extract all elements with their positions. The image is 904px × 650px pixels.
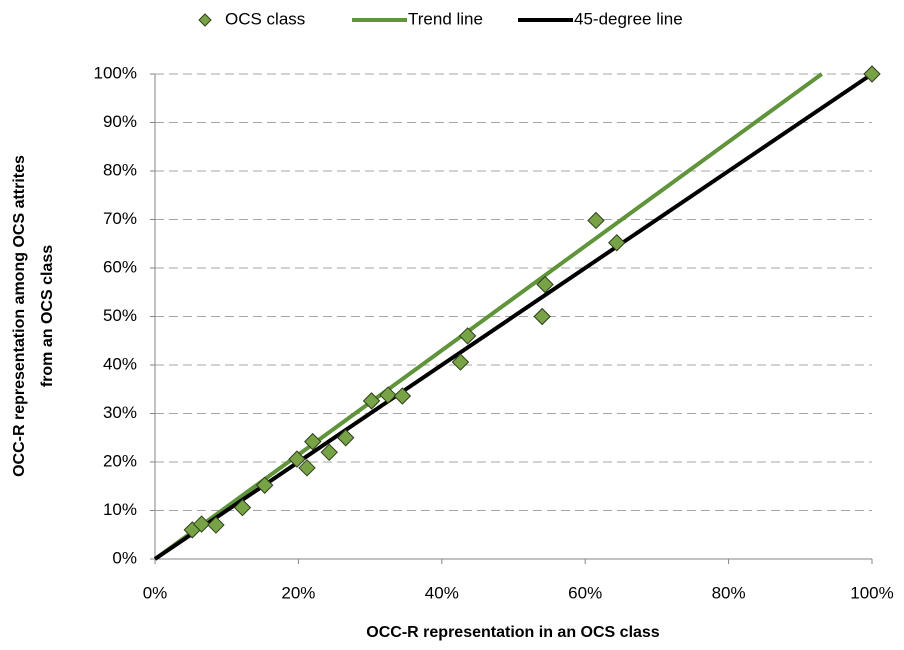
scatter-point <box>587 211 605 230</box>
y-tick-label: 70% <box>103 209 137 228</box>
scatter-point <box>304 432 322 451</box>
x-tick-label: 80% <box>712 583 746 602</box>
y-tick-label: 50% <box>103 306 137 325</box>
scatter-point <box>288 450 306 468</box>
scatter-point <box>255 476 274 494</box>
scatter-point <box>192 515 211 533</box>
x-tick-label: 60% <box>568 583 602 602</box>
legend-label: OCS class <box>225 9 305 28</box>
x-tick-label: 40% <box>425 583 459 602</box>
scatter-point <box>298 459 316 477</box>
scatter-point <box>863 65 881 83</box>
scatter-point <box>536 275 554 294</box>
y-tick-label: 40% <box>103 354 137 373</box>
y-tick-label: 0% <box>112 548 137 567</box>
scatter-point <box>337 429 355 447</box>
scatter-point <box>533 307 551 326</box>
y-tick-label: 30% <box>103 403 137 422</box>
series-line <box>153 72 874 561</box>
x-tick-label: 100% <box>850 583 893 602</box>
scatter-point <box>362 392 381 410</box>
scatter-point <box>233 498 252 517</box>
legend-marker <box>198 13 212 27</box>
y-tick-label: 20% <box>103 451 137 470</box>
y-tick-label: 60% <box>103 257 137 276</box>
legend-label: Trend line <box>408 9 483 28</box>
scatter-point <box>451 353 470 371</box>
scatter-point <box>458 327 477 345</box>
y-tick-label: 90% <box>103 112 137 131</box>
scatter-point <box>379 386 397 404</box>
y-tick-label: 10% <box>103 500 137 519</box>
scatter-point <box>207 516 225 534</box>
y-tick-label: 80% <box>103 160 137 179</box>
legend-label: 45-degree line <box>574 9 683 28</box>
scatter-point <box>608 234 626 252</box>
scatter-point <box>320 443 338 462</box>
x-tick-label: 20% <box>281 583 315 602</box>
y-tick-label: 100% <box>94 63 137 82</box>
x-axis-label: OCC-R representation in an OCS class <box>366 624 660 641</box>
scatter-point <box>393 387 412 405</box>
y-axis-label: OCC-R representation among OCS attrites <box>11 155 28 477</box>
y-axis-label: from an OCS class <box>39 245 56 387</box>
x-tick-label: 0% <box>143 583 168 602</box>
